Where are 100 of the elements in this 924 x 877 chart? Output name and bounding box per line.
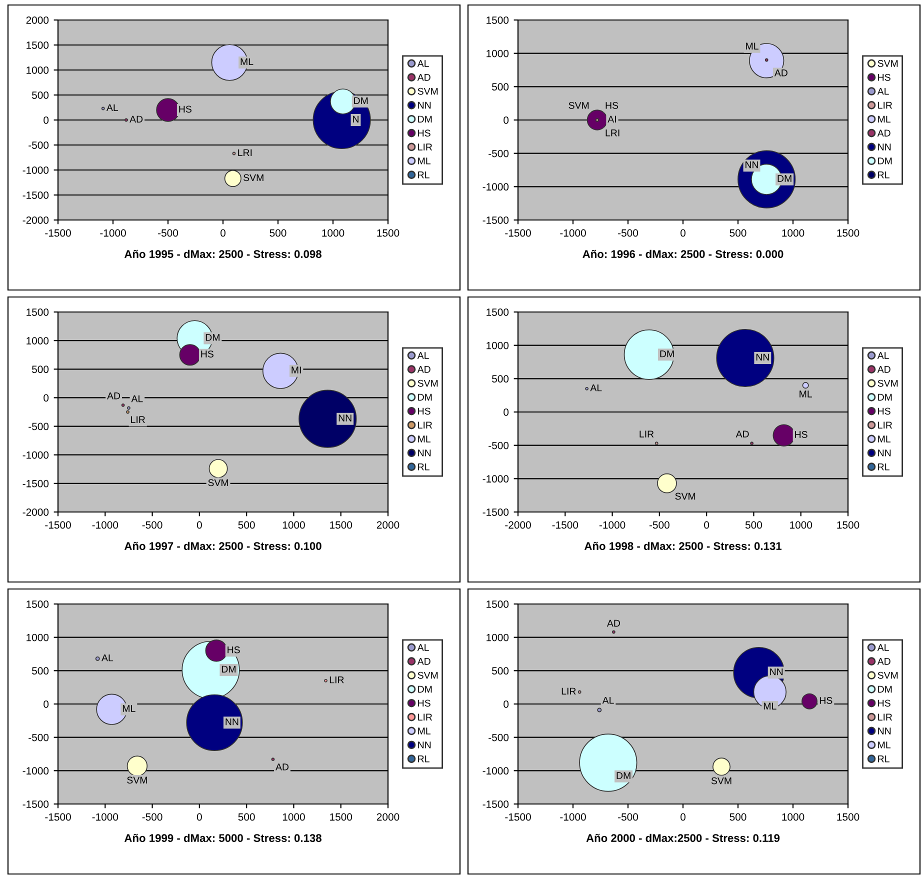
legend-label: DM xyxy=(878,394,892,401)
annotation: DM xyxy=(222,666,236,673)
y-tick-label: 2000 xyxy=(26,16,49,24)
legend-label: LIR xyxy=(878,102,892,109)
y-tick-label: 0 xyxy=(504,700,509,708)
legend-label: RL xyxy=(878,756,890,762)
legend-label: DM xyxy=(418,686,432,693)
annotation: AL xyxy=(602,696,614,704)
legend-label: SVM xyxy=(418,88,438,95)
x-tick-label: 1000 xyxy=(282,813,305,821)
legend-label: LIR xyxy=(418,714,432,720)
x-tick-label: -500 xyxy=(158,229,178,237)
x-axis-title: Año 1995 - dMax: 2500 - Stress: 0.098 xyxy=(124,250,322,258)
legend-label: AD xyxy=(877,658,890,665)
annotation: ML xyxy=(764,702,776,710)
y-tick-label: 500 xyxy=(32,92,49,99)
y-tick-label: 0 xyxy=(44,116,49,124)
y-tick-label: 1000 xyxy=(486,634,509,642)
annotation: LIR xyxy=(562,688,576,695)
y-tick-label: 1000 xyxy=(26,66,49,74)
y-tick-label: 500 xyxy=(492,667,509,675)
y-tick-label: -500 xyxy=(28,422,49,430)
annotation: SVM xyxy=(127,776,147,784)
annotation: SVM xyxy=(244,174,264,182)
annotation: N xyxy=(353,116,358,123)
legend-label: NN xyxy=(418,450,431,456)
annotation: HS xyxy=(606,102,618,109)
x-tick-label: 500 xyxy=(730,813,746,821)
annotation: ML xyxy=(800,390,812,398)
x-tick-label: 0 xyxy=(704,521,710,529)
annotation: NN xyxy=(226,718,238,726)
y-tick-label: 0 xyxy=(44,394,49,402)
annotation: AL xyxy=(590,384,602,392)
y-tick-label: -1000 xyxy=(22,166,49,174)
y-tick-label: 1000 xyxy=(486,50,509,58)
y-tick-label: 1500 xyxy=(26,308,49,316)
x-tick-label: -500 xyxy=(649,521,670,529)
legend-label: AL xyxy=(877,352,889,359)
annotation: SVM xyxy=(675,492,696,500)
y-tick-label: 1000 xyxy=(26,337,49,344)
legend-label: AL xyxy=(417,60,429,67)
y-tick-label: -1500 xyxy=(22,192,49,199)
y-tick-label: -2000 xyxy=(22,216,49,224)
legend-label: NN xyxy=(418,102,431,109)
x-axis-title: Año: 1996 - dMax: 2500 - Stress: 0.000 xyxy=(582,250,784,258)
legend-label: AD xyxy=(417,658,430,665)
x-tick-label: 1500 xyxy=(837,813,860,821)
x-axis-title: Año 1999 - dMax: 5000 - Stress: 0.138 xyxy=(124,834,322,842)
legend-label: HS xyxy=(418,130,430,137)
legend-label: ML xyxy=(418,158,431,164)
legend-label: SVM xyxy=(878,672,898,679)
annotation: AL xyxy=(131,395,143,402)
y-tick-label: -1500 xyxy=(482,800,509,808)
x-tick-label: -500 xyxy=(142,813,162,821)
legend-label: AD xyxy=(417,74,430,81)
legend-label: LIR xyxy=(878,714,892,720)
y-tick-label: -500 xyxy=(28,734,49,742)
x-tick-label: 0 xyxy=(196,521,202,529)
annotation: DM xyxy=(778,175,792,182)
x-axis-title: Año 2000 - dMax:2500 - Stress: 0.119 xyxy=(586,834,780,842)
annotation: SVM xyxy=(711,777,732,784)
x-tick-label: -1000 xyxy=(92,521,118,529)
annotation: NN xyxy=(746,161,758,168)
legend-label: SVM xyxy=(418,380,438,387)
x-tick-label: -500 xyxy=(618,229,638,237)
annotation: NN xyxy=(756,354,769,361)
y-tick-label: -1500 xyxy=(22,480,49,488)
legend-label: DM xyxy=(418,394,432,401)
legend-label: NN xyxy=(418,742,431,748)
annotation: HS xyxy=(179,106,192,113)
annotation: LIR xyxy=(330,676,344,684)
legend-label: NN xyxy=(878,728,891,734)
annotation: SVM xyxy=(208,479,228,486)
legend-label: RL xyxy=(418,464,430,470)
annotation: NN xyxy=(770,668,783,676)
annotation: HS xyxy=(228,646,240,654)
legend-label: ML xyxy=(418,436,431,442)
x-tick-label: 0 xyxy=(196,813,202,821)
legend-label: DM xyxy=(878,158,892,164)
x-tick-label: 500 xyxy=(745,521,762,529)
y-tick-label: 500 xyxy=(32,366,49,374)
y-tick-label: -2000 xyxy=(22,508,49,516)
annotation: LIR xyxy=(131,416,145,423)
y-tick-label: -500 xyxy=(488,150,509,158)
legend-label: AL xyxy=(417,352,429,359)
legend-label: NN xyxy=(878,450,891,456)
x-tick-label: 500 xyxy=(238,521,255,529)
legend-label: LIR xyxy=(878,422,892,428)
annotation: NN xyxy=(338,414,352,422)
x-tick-label: 500 xyxy=(730,229,746,237)
legend-label: AD xyxy=(877,366,890,373)
y-tick-label: -1500 xyxy=(482,508,509,516)
legend-label: RL xyxy=(418,756,430,762)
annotation: DM xyxy=(206,334,220,341)
annotation: DM xyxy=(616,772,630,779)
annotation: AI xyxy=(608,116,616,123)
x-tick-label: 1000 xyxy=(782,813,804,821)
x-tick-label: -1000 xyxy=(560,813,586,821)
legend-label: ML xyxy=(878,742,891,748)
y-tick-label: -1500 xyxy=(482,216,509,224)
